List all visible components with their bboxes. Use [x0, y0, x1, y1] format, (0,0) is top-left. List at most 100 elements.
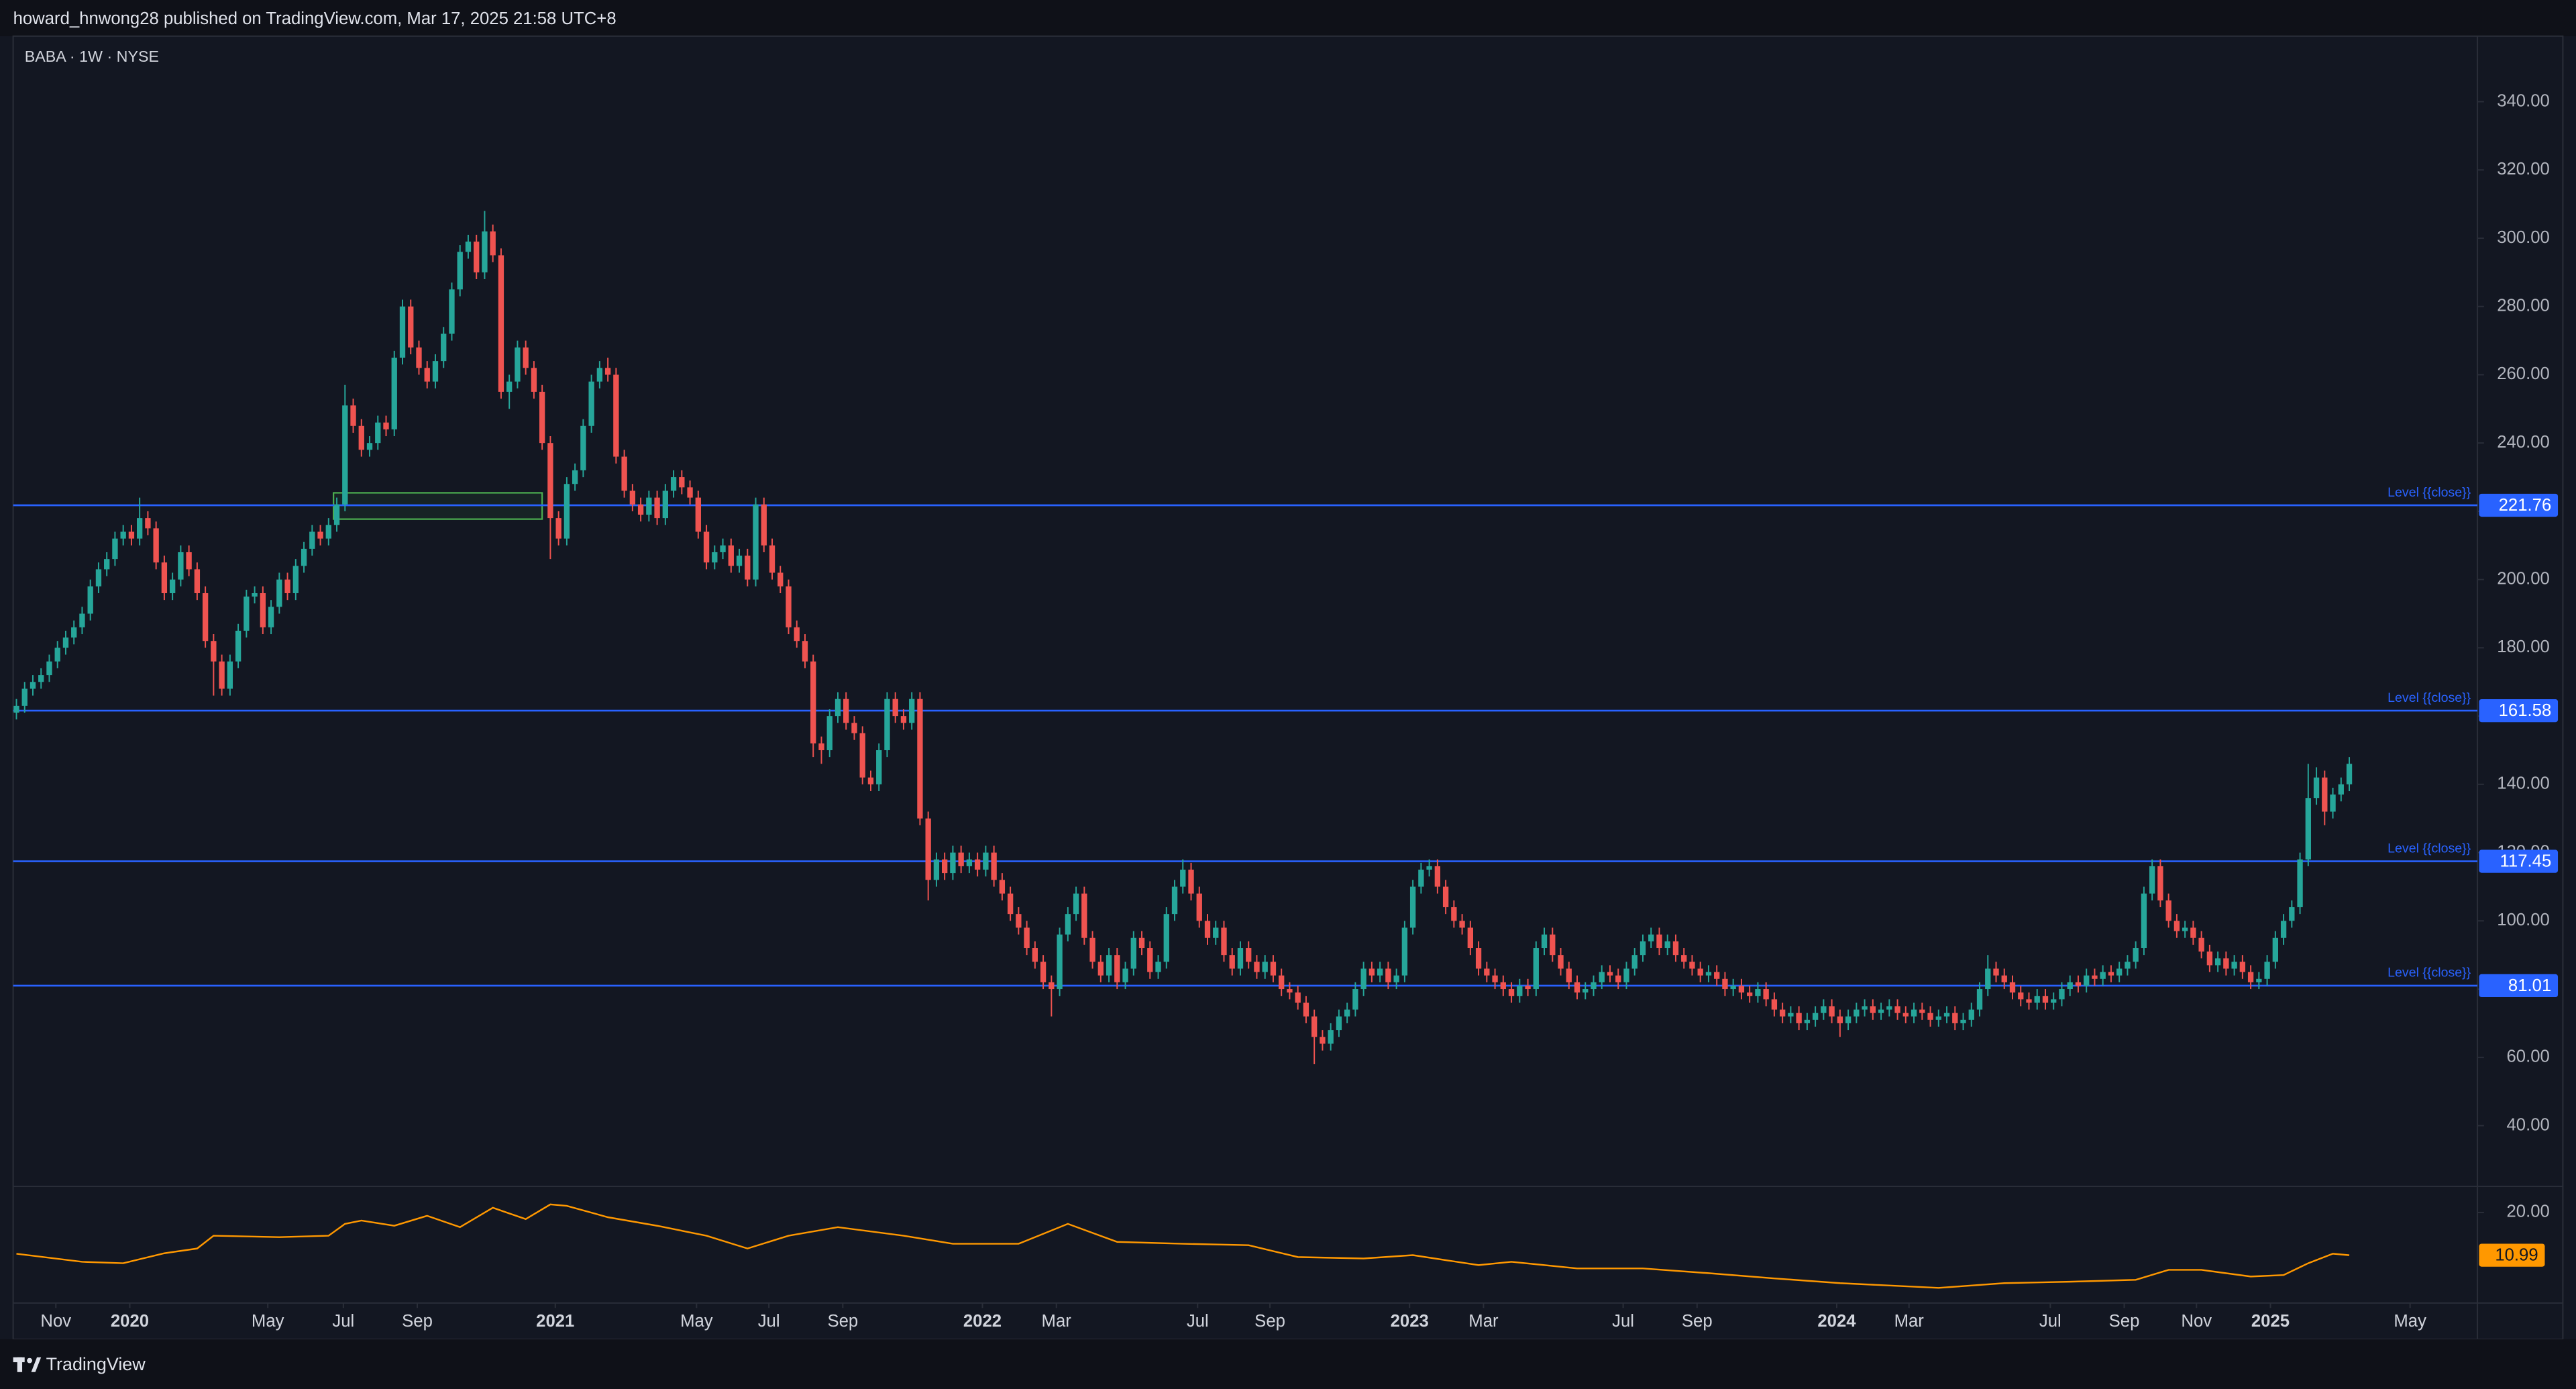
candle-body — [1097, 962, 1104, 976]
candle-body — [1065, 914, 1071, 935]
candle-body — [1024, 927, 1030, 949]
candle-body — [2165, 900, 2171, 921]
candle-body — [1599, 972, 1605, 982]
brand-logo — [13, 1357, 42, 1372]
candle-body — [1878, 1009, 1884, 1013]
candle-body — [219, 661, 225, 689]
candle-body — [654, 497, 660, 519]
candle-body — [1796, 1013, 1802, 1023]
candle-body — [1747, 992, 1753, 996]
footer-bar — [0, 1339, 2576, 1389]
candle-body — [1763, 989, 1769, 1000]
candle-body — [1418, 870, 1424, 887]
candle-body — [769, 545, 775, 573]
logo-part — [27, 1357, 32, 1364]
candle-body — [1155, 962, 1161, 972]
candle-body — [211, 641, 217, 662]
candle-body — [687, 487, 693, 498]
candle-body — [1344, 1009, 1350, 1017]
candle-body — [2001, 975, 2007, 982]
candle-body — [1829, 1006, 1835, 1017]
candle-body — [2182, 927, 2188, 931]
candle-body — [1894, 1006, 1900, 1013]
candle-body — [432, 361, 439, 382]
candle-body — [1089, 937, 1095, 962]
publisher: howard_hnwong28 published on TradingView… — [13, 9, 616, 28]
candle-body — [325, 525, 331, 539]
candle-body — [260, 593, 266, 627]
candle-body — [670, 477, 677, 491]
candle-body — [2116, 968, 2123, 976]
candle-body — [399, 306, 406, 358]
y-tick-label: 280.00 — [2497, 297, 2550, 315]
candle-body — [892, 699, 898, 717]
candle-body — [1591, 982, 1597, 990]
candle-body — [942, 859, 948, 874]
candle-body — [818, 743, 824, 750]
y-tick-label: 320.00 — [2497, 160, 2550, 178]
x-tick-label: May — [2394, 1312, 2426, 1331]
candle-body — [974, 859, 981, 870]
candle-body — [202, 593, 209, 641]
indicator-tick-label: 20.00 — [2506, 1202, 2549, 1221]
y-tick-label: 100.00 — [2497, 911, 2550, 929]
candle-body — [1854, 1009, 1860, 1017]
candle-body — [1475, 948, 1482, 969]
candle-body — [1689, 962, 1695, 969]
candle-body — [2108, 972, 2114, 976]
candle-body — [712, 552, 718, 563]
candle-body — [1730, 985, 1736, 990]
x-tick-label: Sep — [2109, 1312, 2140, 1331]
x-tick-label: Mar — [1042, 1312, 1072, 1331]
candle-body — [1434, 866, 1441, 887]
candle-body — [1738, 985, 1745, 993]
candle-body — [465, 242, 472, 252]
candle-body — [490, 231, 496, 256]
candle-body — [1566, 968, 1572, 982]
indicator-badge-label: 10.99 — [2495, 1246, 2538, 1265]
candle-body — [1130, 937, 1136, 969]
candle-body — [2346, 764, 2353, 784]
level-badge — [2479, 699, 2559, 723]
candle-body — [424, 368, 430, 382]
candle-body — [531, 368, 537, 392]
candle-body — [416, 347, 422, 368]
candle-body — [2141, 893, 2147, 949]
candle-body — [301, 548, 307, 566]
candle-body — [2264, 962, 2270, 979]
candle-body — [1459, 921, 1465, 928]
candle-body — [1303, 1002, 1309, 1017]
candle-body — [1541, 934, 1548, 949]
y-tick-label: 260.00 — [2497, 364, 2550, 383]
candle-body — [87, 586, 93, 614]
candle-body — [2059, 989, 2065, 1000]
candle-body — [2042, 996, 2049, 1003]
x-tick-label: 2020 — [111, 1312, 149, 1331]
candle-body — [342, 405, 348, 505]
candle-body — [1648, 934, 1654, 941]
x-tick-label: 2025 — [2251, 1312, 2290, 1331]
candle-body — [1862, 1006, 1868, 1010]
y-tick-label: 60.00 — [2506, 1047, 2549, 1066]
plot-area: 40.0060.0080.00100.00120.00140.00160.001… — [13, 91, 2550, 1331]
y-tick-label: 40.00 — [2506, 1115, 2549, 1134]
brand: TradingView — [46, 1354, 146, 1374]
candle-body — [2198, 937, 2204, 952]
candle-body — [2272, 937, 2279, 962]
candle-body — [186, 552, 192, 570]
candle-body — [13, 705, 19, 713]
candle-body — [999, 880, 1006, 894]
candle-body — [284, 579, 290, 594]
candle-body — [629, 491, 636, 505]
candle-body — [1311, 1016, 1318, 1037]
x-tick-label: May — [680, 1312, 713, 1331]
candle-body — [153, 528, 159, 563]
candle-body — [2313, 777, 2320, 799]
candle-body — [358, 425, 364, 450]
candle-body — [802, 641, 808, 662]
candle-body — [1147, 948, 1153, 972]
candle-body — [1409, 886, 1416, 928]
candle-body — [991, 852, 997, 880]
candle-body — [1163, 914, 1169, 962]
candle-body — [292, 566, 299, 594]
